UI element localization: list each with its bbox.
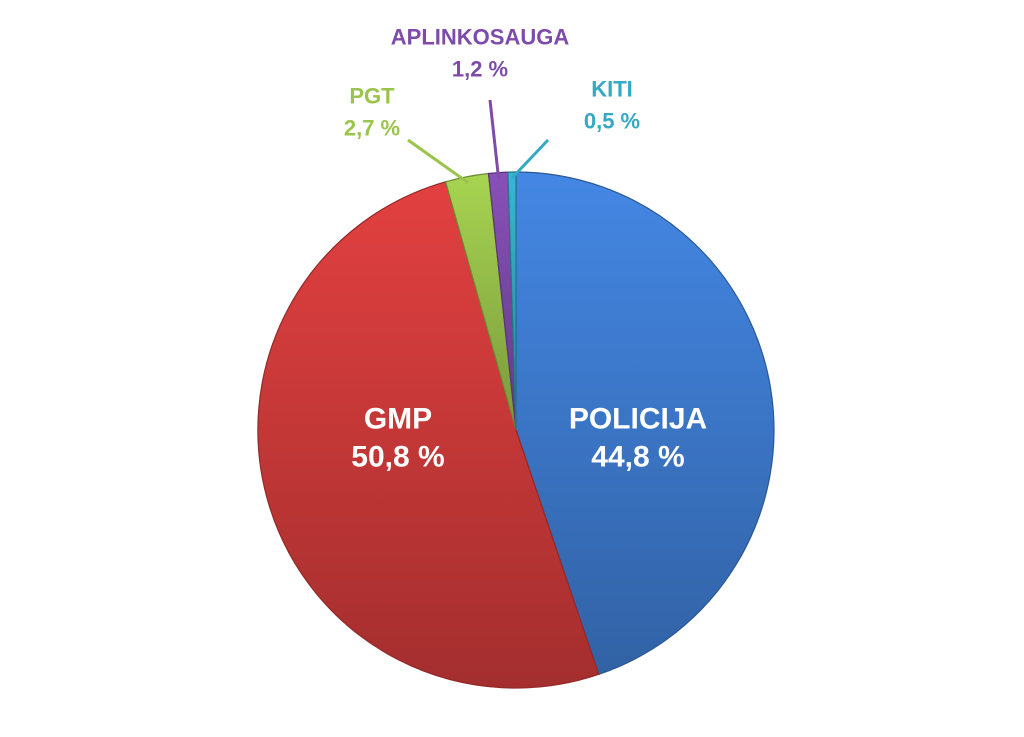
slice-label: PGT [349, 84, 395, 109]
slice-label: POLICIJA [569, 403, 707, 436]
pie-slice-gmp [257, 181, 600, 689]
slice-label: GMP [364, 403, 432, 436]
leader-line-kiti [510, 138, 550, 180]
slice-label: APLINKOSAUGA [391, 25, 570, 50]
leader-lines-layer [407, 99, 550, 184]
slice-label: KITI [591, 77, 633, 102]
leader-line-pgt [407, 138, 469, 184]
slices-layer [257, 171, 775, 689]
slice-value-label: 44,8 % [591, 441, 684, 474]
labels-layer: POLICIJA 44,8 % GMP 50,8 % PGT 2,7 % APLINKOSA… [344, 25, 707, 474]
slice-value-label: 2,7 % [344, 116, 400, 141]
pie-slice-policija [515, 171, 775, 676]
slice-value-label: 50,8 % [351, 441, 444, 474]
leader-line-aplinkosauga [488, 99, 501, 179]
slice-value-label: 0,5 % [584, 109, 640, 134]
slice-value-label: 1,2 % [452, 57, 508, 82]
